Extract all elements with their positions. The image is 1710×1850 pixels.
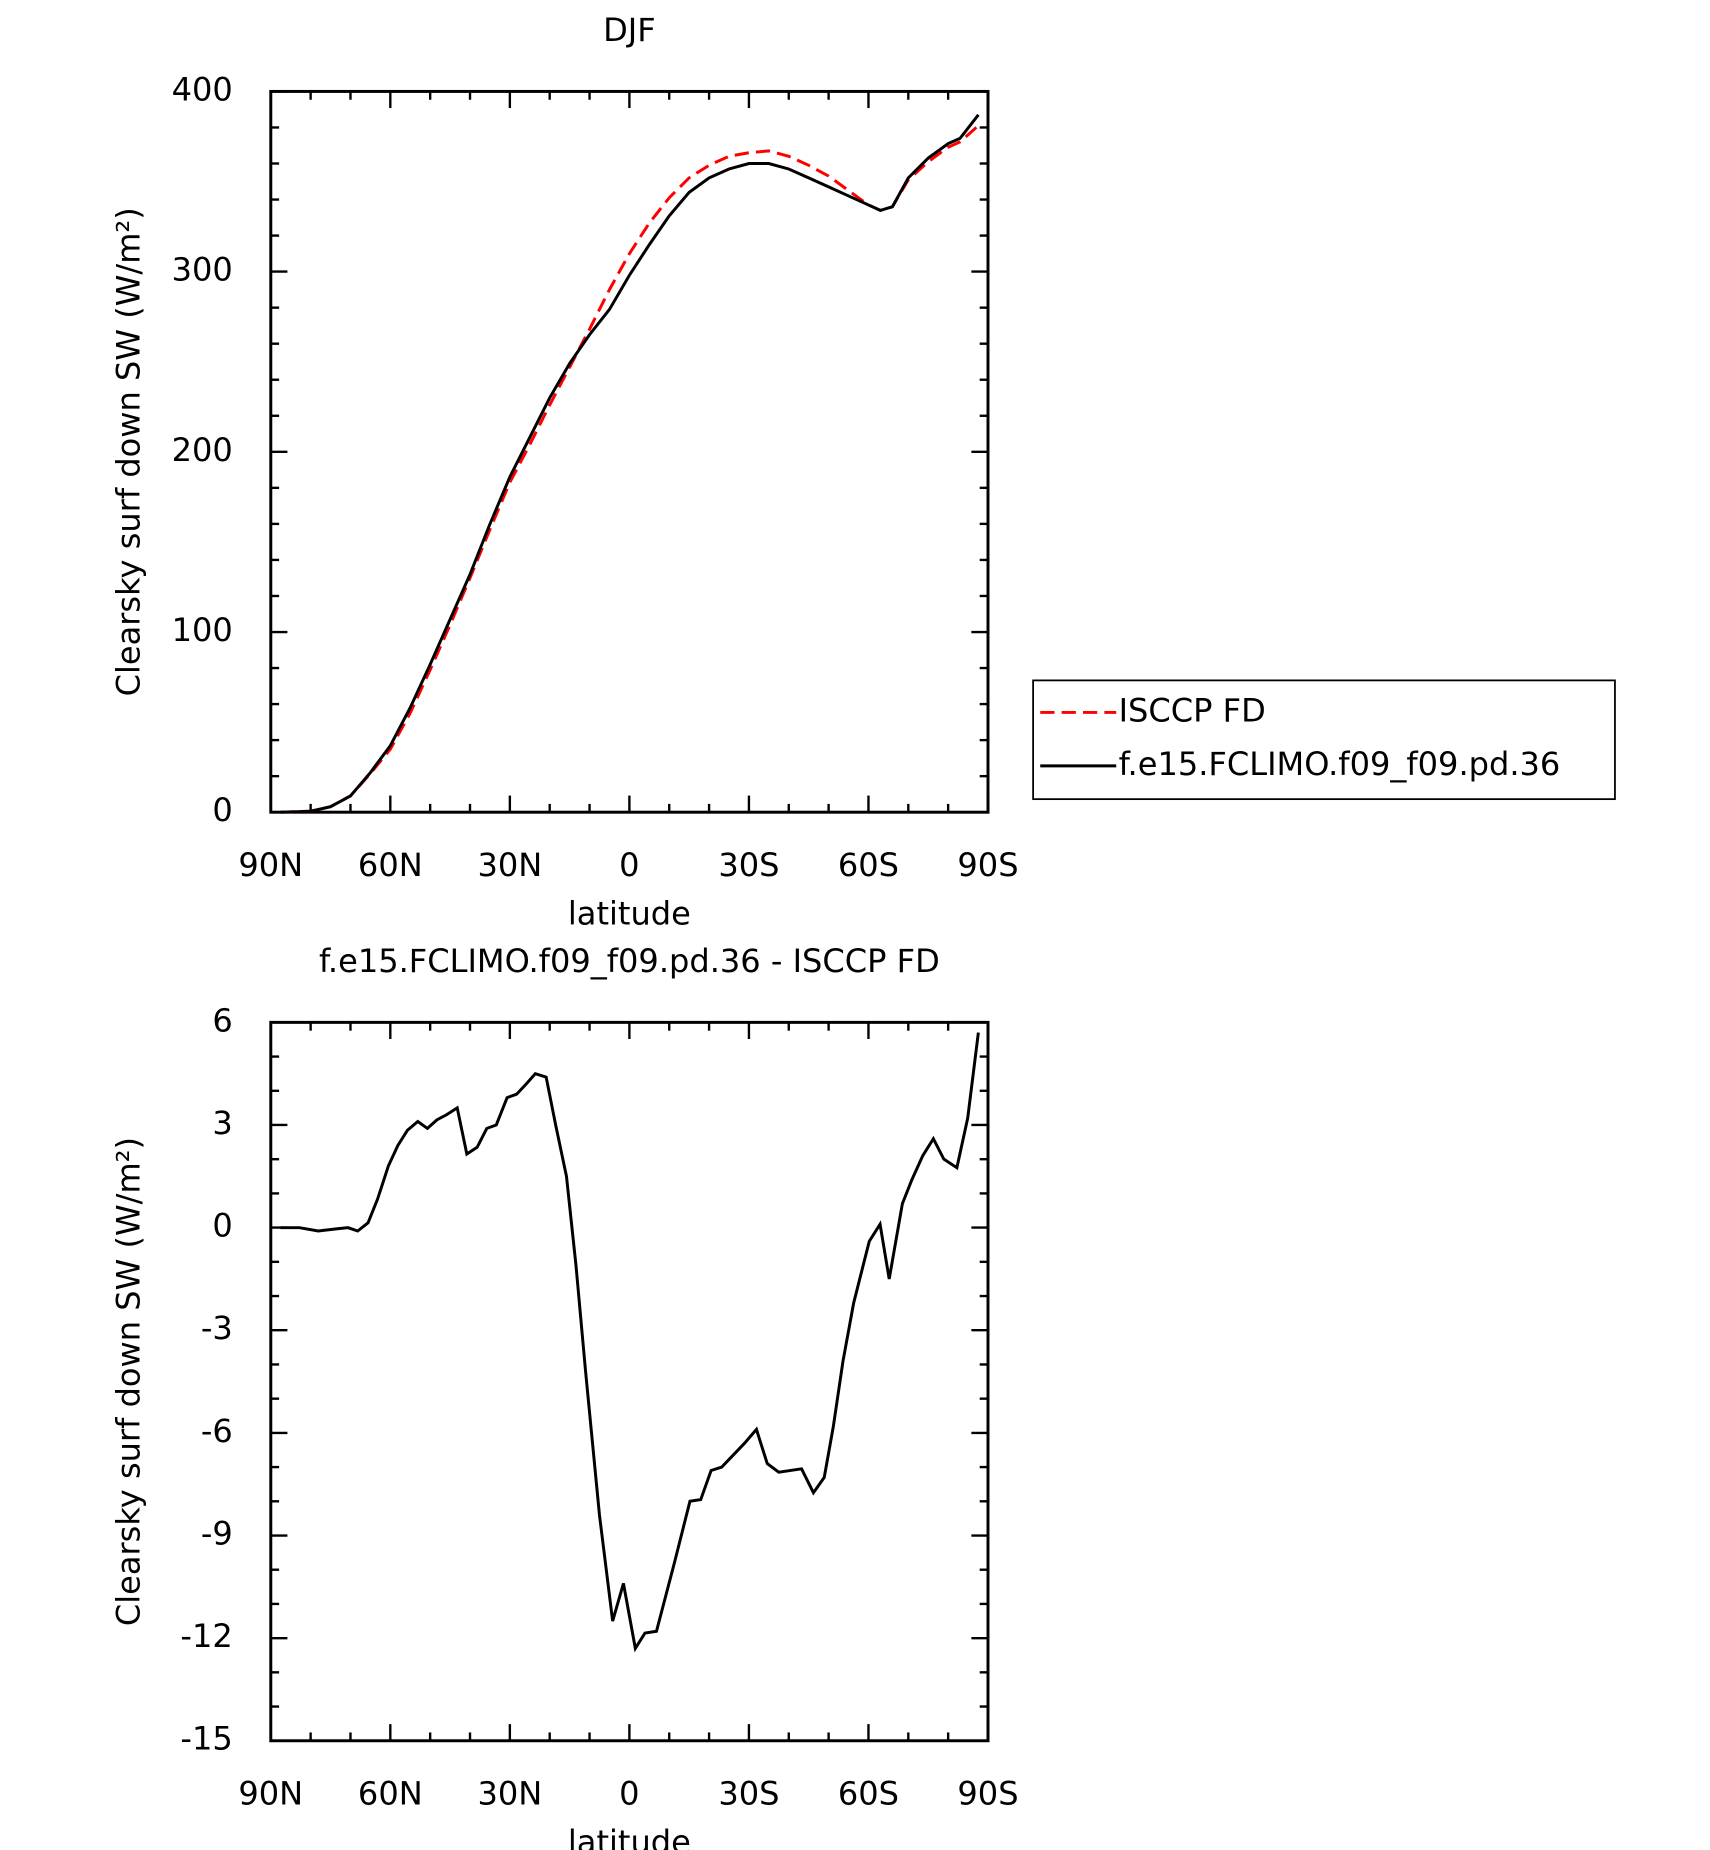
- plot-frame: [269, 1020, 990, 1743]
- x-tick-label: 30N: [477, 1774, 542, 1812]
- legend-label: f.e15.FCLIMO.f09_f09.pd.36: [1119, 745, 1561, 783]
- y-tick-label: 3: [212, 1104, 232, 1142]
- data-line: [280, 124, 980, 814]
- x-tick-label: 90S: [957, 846, 1018, 884]
- x-tick-label: 90S: [957, 1774, 1018, 1812]
- chart-title: DJF: [603, 11, 656, 49]
- x-tick-label: 30S: [718, 1774, 779, 1812]
- x-tick-label: 0: [619, 846, 639, 884]
- y-tick-label: 400: [172, 70, 233, 108]
- y-tick-label: -12: [180, 1617, 232, 1655]
- y-axis-label: Clearsky surf down SW (W/m²): [110, 1137, 148, 1626]
- chart-title: f.e15.FCLIMO.f09_f09.pd.36 - ISCCP FD: [319, 942, 940, 980]
- y-tick-label: -9: [201, 1515, 233, 1553]
- legend-box: [1032, 679, 1616, 801]
- y-tick-label: 0: [212, 1207, 232, 1245]
- y-tick-label: 300: [172, 251, 233, 289]
- x-axis-label: latitude: [568, 895, 691, 933]
- data-line: [280, 1032, 980, 1653]
- x-tick-label: 60S: [838, 1774, 899, 1812]
- x-tick-label: 0: [619, 1774, 639, 1812]
- x-tick-label: 90N: [238, 1774, 303, 1812]
- y-tick-label: -3: [201, 1309, 233, 1347]
- x-tick-label: 30N: [477, 846, 542, 884]
- y-tick-label: 0: [212, 791, 232, 829]
- x-axis-label: latitude: [568, 1823, 691, 1850]
- legend-label: ISCCP FD: [1119, 691, 1266, 729]
- y-tick-label: 200: [172, 431, 233, 469]
- x-tick-label: 30S: [718, 846, 779, 884]
- x-tick-label: 60N: [358, 1774, 423, 1812]
- y-tick-label: -6: [201, 1412, 233, 1450]
- y-tick-label: 6: [212, 1001, 232, 1039]
- y-axis-label: Clearsky surf down SW (W/m²): [110, 207, 148, 696]
- data-line: [280, 113, 980, 814]
- y-tick-label: -15: [180, 1720, 232, 1758]
- x-tick-label: 90N: [238, 846, 303, 884]
- y-tick-label: 100: [172, 611, 233, 649]
- x-tick-label: 60S: [838, 846, 899, 884]
- plot-frame: [269, 89, 990, 814]
- x-tick-label: 60N: [358, 846, 423, 884]
